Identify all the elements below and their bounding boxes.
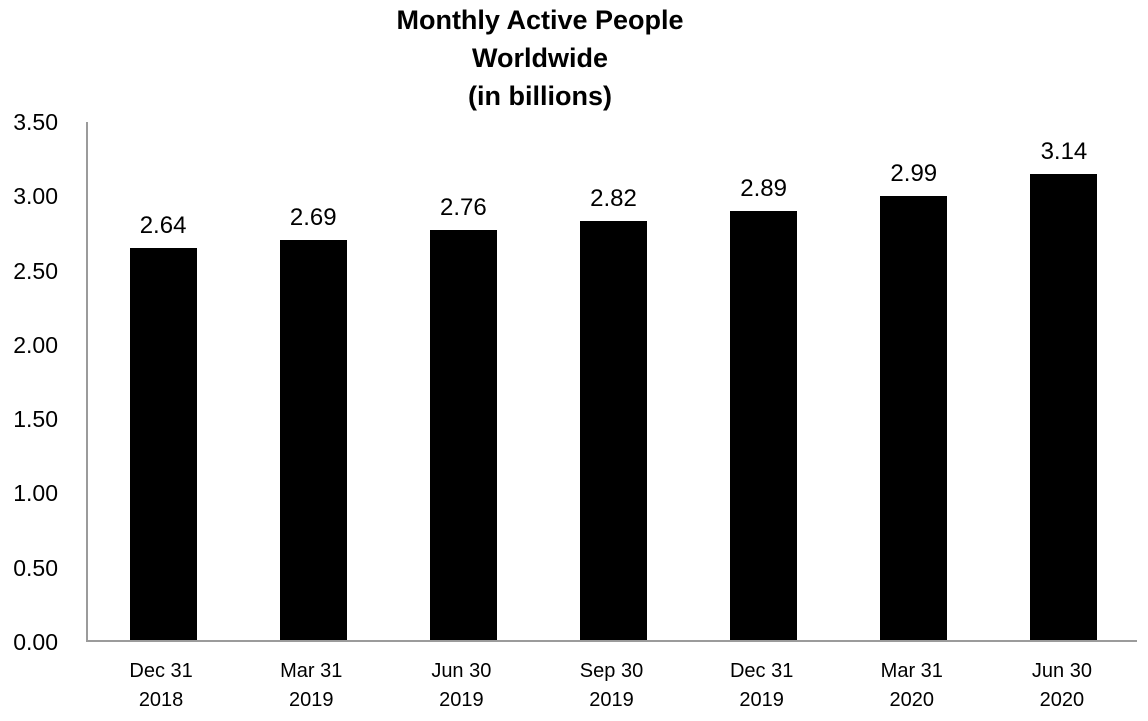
x-tick-label: Jun 30 2019 (386, 657, 536, 715)
chart-title-line-2: Worldwide (471, 43, 608, 73)
plot-area: 2.64 2.69 2.76 2.82 2.89 2.99 3.14 (86, 122, 1137, 642)
y-tick-label: 3.00 (13, 183, 58, 210)
x-tick-label: Jun 30 2020 (987, 657, 1137, 715)
bar-value-label: 3.14 (1040, 137, 1088, 165)
y-tick-label: 0.00 (13, 629, 58, 655)
y-tick-label: 1.00 (13, 480, 58, 507)
bar-value-label: 2.82 (590, 185, 637, 213)
bar (1030, 173, 1098, 640)
bar-value-label: 2.69 (289, 204, 337, 232)
bar-value-label: 2.76 (439, 193, 487, 221)
x-tick-label-line: 2020 (1039, 689, 1085, 711)
y-tick-label: 2.00 (13, 331, 58, 358)
y-tick-label: 1.50 (13, 406, 58, 433)
bar (279, 240, 347, 640)
x-tick-label-line: 2020 (889, 689, 935, 711)
x-tick-label: Mar 31 2019 (236, 657, 386, 715)
x-tick-label-line: Mar 31 (880, 660, 943, 682)
bar-value-label: 2.99 (890, 159, 938, 187)
chart-title-line-1: Monthly Active People (396, 5, 684, 35)
bar (129, 247, 197, 640)
x-tick-label-line: 2019 (439, 689, 484, 711)
y-tick-label: 0.50 (13, 554, 58, 581)
x-tick-label-line: Jun 30 (431, 660, 492, 682)
chart-title-line-3: (in billions) (468, 81, 612, 111)
bar-value-label: 2.89 (740, 174, 787, 202)
x-tick-label: Sep 30 2019 (537, 657, 687, 715)
chart-title: Monthly Active People Worldwide (in bill… (0, 1, 1080, 115)
bar (730, 210, 798, 640)
bar (880, 195, 948, 640)
x-tick-label: Dec 31 2018 (86, 657, 236, 715)
x-tick-label-line: 2019 (739, 689, 784, 711)
y-tick-label: 3.50 (13, 109, 58, 135)
x-tick-label-line: 2019 (288, 689, 334, 711)
bar (580, 221, 647, 640)
x-tick-label-line: Dec 31 (129, 660, 193, 682)
bar (429, 229, 497, 640)
x-tick-label-line: Mar 31 (280, 660, 343, 682)
y-tick-label: 2.50 (13, 257, 58, 284)
bar-value-label: 2.64 (139, 211, 187, 239)
x-tick-label-line: 2018 (138, 689, 184, 711)
x-tick-label-line: Jun 30 (1031, 660, 1092, 682)
x-tick-label: Mar 31 2020 (837, 657, 987, 715)
x-tick-label-line: Dec 31 (729, 660, 794, 682)
x-tick-label: Dec 31 2019 (687, 657, 837, 715)
x-tick-label-line: 2019 (589, 689, 634, 711)
x-tick-label-line: Sep 30 (579, 660, 644, 682)
